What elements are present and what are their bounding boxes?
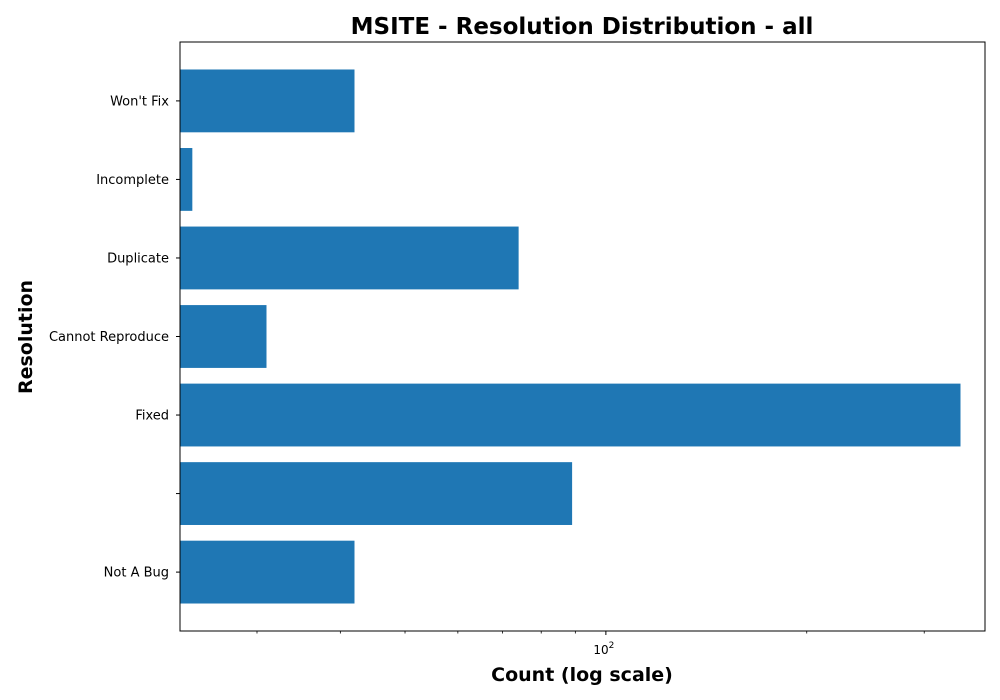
y-tick-label: Won't Fix xyxy=(110,94,169,109)
bars-layer xyxy=(180,69,961,604)
bar-blank xyxy=(180,462,573,525)
plot-frame xyxy=(179,41,986,632)
y-axis-label: Resolution xyxy=(15,280,37,394)
chart-title: MSITE - Resolution Distribution - all xyxy=(351,14,814,40)
x-tick-label-base: 10 xyxy=(593,643,608,657)
y-tick-label: Duplicate xyxy=(107,251,169,266)
bar-incomplete xyxy=(180,148,193,211)
x-tick-label-exponent: 2 xyxy=(609,641,615,651)
bar-won-t-fix xyxy=(180,69,355,133)
y-tick-label: Not A Bug xyxy=(104,566,169,581)
y-ticks-layer: Not A Bug Fixed Cannot Reproduce Duplicate I… xyxy=(49,94,180,581)
bar-cannot-reproduce xyxy=(180,305,267,368)
y-tick-label: Cannot Reproduce xyxy=(49,330,169,345)
bar-duplicate xyxy=(180,226,519,290)
x-axis-label: Count (log scale) xyxy=(491,664,673,686)
y-tick-label: Fixed xyxy=(135,409,169,424)
y-tick-label: Incomplete xyxy=(96,173,169,188)
bar-not-a-bug xyxy=(180,540,355,604)
bar-fixed xyxy=(180,383,961,447)
x-tick-label: 102 xyxy=(593,641,614,657)
